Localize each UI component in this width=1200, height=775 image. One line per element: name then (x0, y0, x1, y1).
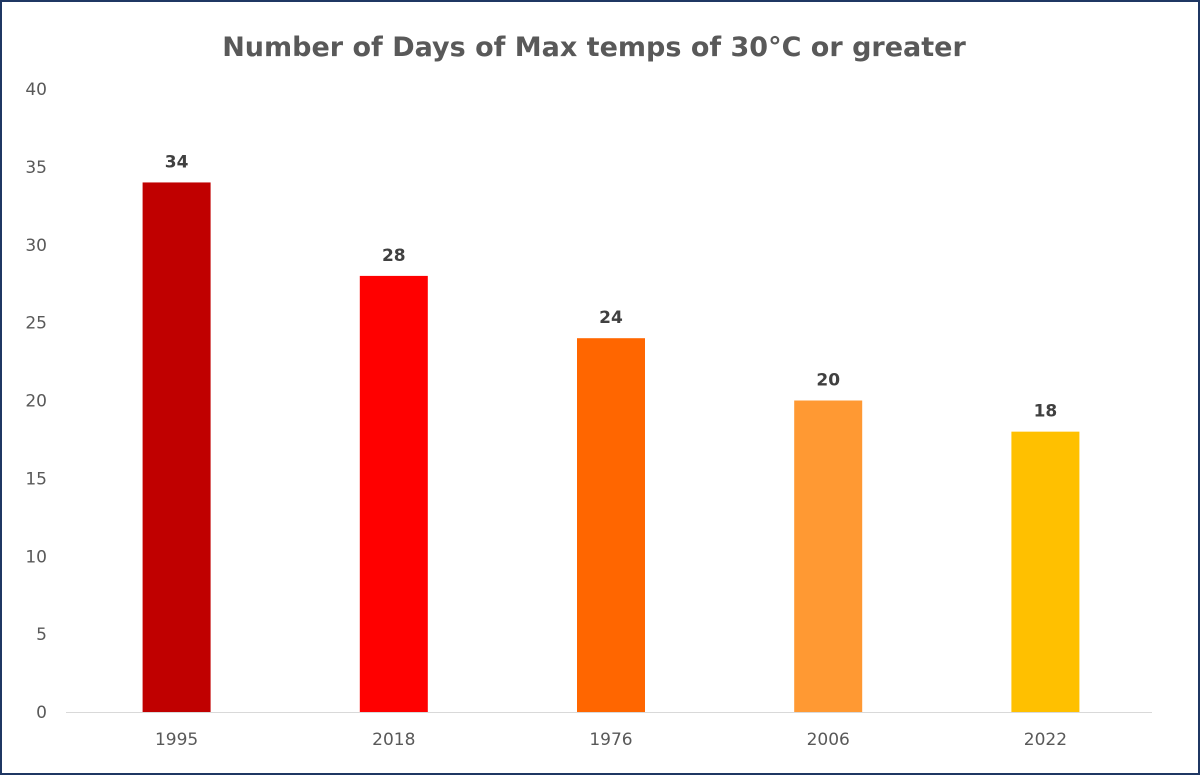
x-tick-label: 1976 (589, 730, 632, 750)
y-tick-label: 10 (25, 547, 47, 567)
y-tick-label: 0 (36, 703, 47, 723)
y-axis: 0 5 10 15 20 25 30 35 40 (25, 80, 47, 723)
x-tick-label: 2018 (372, 730, 415, 750)
data-labels: 34 28 24 20 18 (165, 152, 1057, 421)
y-tick-label: 20 (25, 392, 47, 412)
y-tick-label: 30 (25, 236, 47, 256)
data-label: 24 (599, 308, 623, 328)
bar-2022 (1011, 431, 1080, 712)
chart-title: Number of Days of Max temps of 30°C or g… (222, 32, 966, 63)
x-tick-label: 2022 (1024, 730, 1067, 750)
bar-2006 (794, 400, 863, 712)
x-tick-label: 2006 (807, 730, 850, 750)
y-tick-label: 40 (25, 80, 47, 100)
x-axis-labels: 1995 2018 1976 2006 2022 (155, 730, 1067, 750)
y-tick-label: 15 (25, 469, 47, 489)
y-tick-label: 35 (25, 158, 47, 178)
bars (142, 182, 1080, 712)
data-label: 28 (382, 246, 406, 266)
bar-1976 (577, 338, 645, 712)
bar-1995 (142, 182, 211, 712)
data-label: 18 (1034, 402, 1058, 422)
bar-2018 (359, 275, 428, 712)
x-tick-label: 1995 (155, 730, 198, 750)
y-tick-label: 5 (36, 625, 47, 645)
y-tick-label: 25 (25, 314, 47, 334)
data-label: 20 (816, 371, 840, 391)
data-label: 34 (165, 152, 189, 172)
